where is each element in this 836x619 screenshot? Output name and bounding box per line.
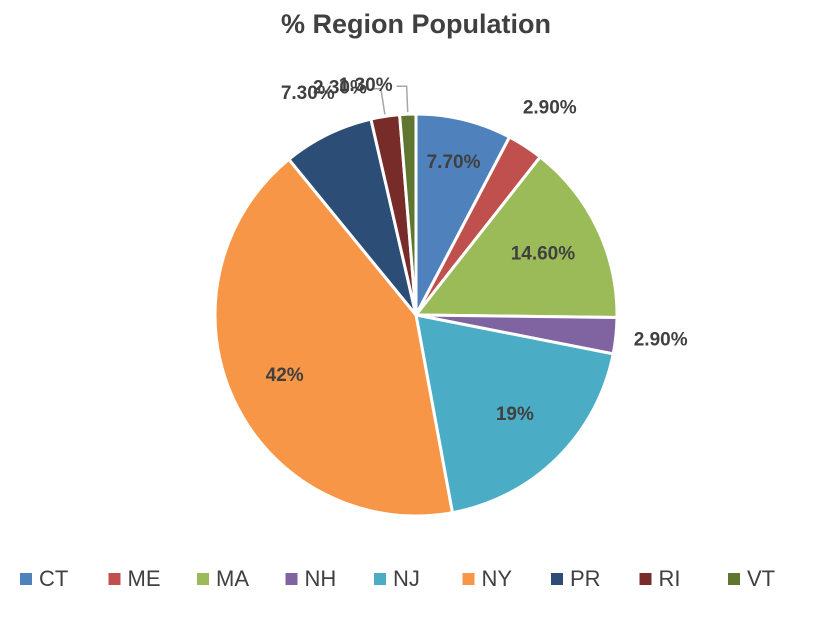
- legend-swatch: [374, 573, 386, 585]
- legend-swatch: [20, 573, 32, 585]
- legend-label: ME: [128, 566, 161, 591]
- leader-line: [396, 85, 409, 113]
- leader-line: [370, 87, 386, 115]
- legend-label: NH: [305, 566, 337, 591]
- data-label: 7.70%: [427, 152, 481, 173]
- legend-swatch: [197, 573, 209, 585]
- legend-label: VT: [747, 566, 775, 591]
- data-label: 2.30%: [313, 78, 367, 99]
- data-label: 14.60%: [511, 243, 576, 264]
- pie-slice: [414, 112, 512, 316]
- legend-label: PR: [570, 566, 601, 591]
- data-label: 7.30%: [281, 83, 335, 104]
- data-label: 42%: [266, 365, 304, 386]
- legend-label: NJ: [393, 566, 420, 591]
- legend-swatch: [108, 573, 121, 585]
- chart-title: % Region Population: [281, 9, 551, 39]
- legend-swatch: [285, 573, 298, 585]
- legend-swatch: [639, 573, 652, 585]
- legend-swatch: [728, 573, 740, 585]
- legend-label: MA: [216, 566, 249, 591]
- data-label: 2.90%: [634, 329, 688, 350]
- legend-label: CT: [39, 566, 68, 591]
- data-label: 19%: [496, 404, 534, 425]
- data-label: 1.30%: [339, 75, 393, 96]
- legend-swatch: [551, 573, 563, 585]
- pie-slice: [213, 157, 455, 518]
- pie-slice: [397, 112, 418, 316]
- pie-slice: [414, 313, 615, 515]
- legend-label: RI: [659, 566, 681, 591]
- legend-label: NY: [482, 566, 513, 591]
- legend-swatch: [462, 573, 475, 585]
- data-label: 2.90%: [523, 98, 577, 119]
- pie-slice: [412, 154, 619, 320]
